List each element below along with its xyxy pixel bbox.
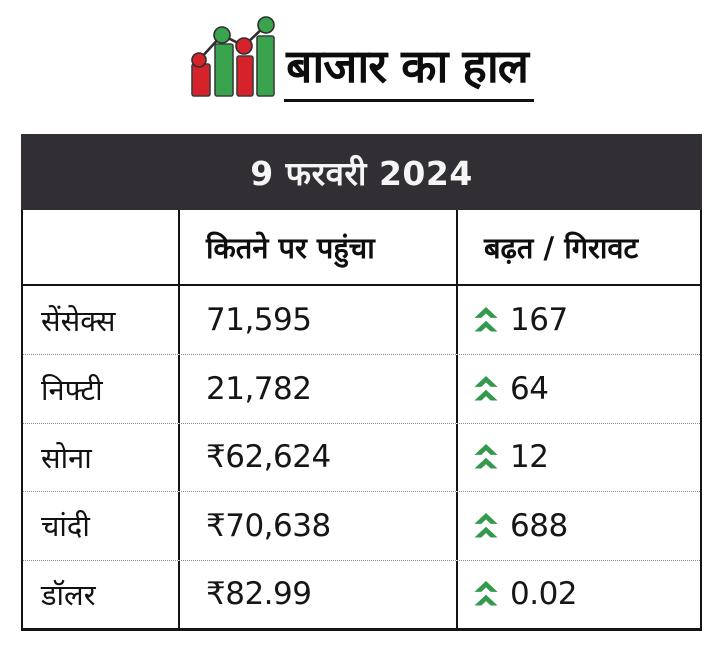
market-table: 9 फरवरी 2024 कितने पर पहुंचा बढ़त / गिरा… bbox=[21, 134, 702, 631]
instrument-change: 12 bbox=[456, 423, 700, 492]
table-row: निफ्टी 21,782 64 bbox=[23, 354, 700, 423]
double-up-arrow-icon bbox=[474, 581, 498, 606]
instrument-name: सेंसेक्स bbox=[41, 303, 116, 338]
change-value: 167 bbox=[510, 302, 568, 339]
instrument-change: 167 bbox=[456, 286, 700, 355]
instrument-name: निफ्टी bbox=[41, 372, 103, 407]
column-header-label bbox=[23, 210, 178, 284]
change-value: 0.02 bbox=[510, 576, 578, 613]
double-up-arrow-icon bbox=[474, 307, 498, 332]
table-row: सोना ₹62,624 12 bbox=[23, 422, 700, 492]
table-row: चांदी ₹70,638 688 bbox=[23, 491, 700, 560]
instrument-change: 688 bbox=[456, 492, 700, 560]
instrument-name: डॉलर bbox=[41, 577, 96, 612]
page-title: बाजार का हाल bbox=[284, 43, 534, 102]
column-header-value: कितने पर पहुंचा bbox=[178, 210, 456, 284]
instrument-name: सोना bbox=[41, 440, 92, 475]
change-value: 688 bbox=[510, 507, 568, 544]
date-header: 9 फरवरी 2024 bbox=[21, 134, 702, 210]
instrument-change: 64 bbox=[456, 355, 700, 423]
market-bars-chart-icon bbox=[191, 16, 275, 97]
double-up-arrow-icon bbox=[474, 512, 498, 538]
instrument-change: 0.02 bbox=[456, 560, 700, 628]
masthead: बाजार का हाल bbox=[0, 14, 720, 104]
table-body: कितने पर पहुंचा बढ़त / गिरावट सेंसेक्स 7… bbox=[21, 210, 702, 631]
instrument-name: चांदी bbox=[41, 509, 90, 544]
change-value: 12 bbox=[510, 439, 549, 476]
table-row: सेंसेक्स 71,595 167 bbox=[23, 286, 700, 355]
table-row: डॉलर ₹82.99 0.02 bbox=[23, 559, 700, 628]
instrument-value: ₹62,624 bbox=[178, 423, 456, 492]
instrument-value: ₹70,638 bbox=[178, 492, 456, 560]
instrument-value: 21,782 bbox=[178, 355, 456, 423]
column-header-row: कितने पर पहुंचा बढ़त / गिरावट bbox=[23, 210, 700, 286]
double-up-arrow-icon bbox=[474, 376, 498, 401]
column-header-change: बढ़त / गिरावट bbox=[456, 210, 700, 284]
instrument-value: 71,595 bbox=[178, 286, 456, 355]
instrument-value: ₹82.99 bbox=[178, 560, 456, 628]
double-up-arrow-icon bbox=[474, 444, 498, 470]
change-value: 64 bbox=[510, 371, 549, 408]
